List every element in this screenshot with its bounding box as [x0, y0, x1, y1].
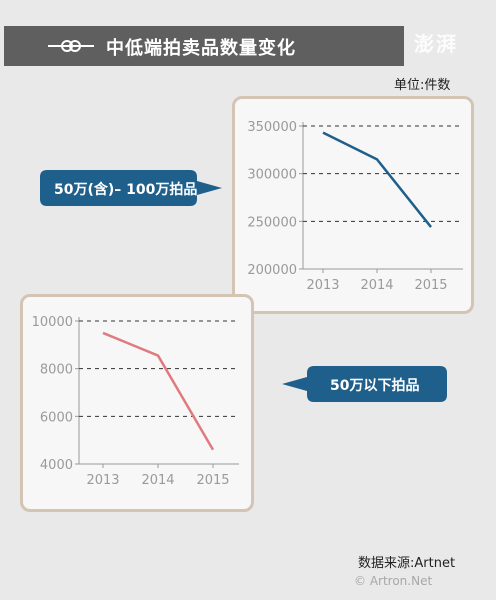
- chain-link-icon: [48, 40, 94, 52]
- watermark-text: © Artron.Net: [354, 574, 433, 588]
- mid-y-tick-label: 300000: [247, 168, 297, 183]
- mid-y-tick-label: 250000: [247, 215, 297, 230]
- chart-panel-mid-price: 350000 300000 250000 200000 2013 2014 2015: [232, 96, 474, 314]
- line-chart-mid-price: 350000 300000 250000 200000 2013 2014 2015: [247, 120, 463, 293]
- low-y-tick-label: 8000: [40, 363, 73, 378]
- low-x-tick-label: 2014: [141, 473, 174, 488]
- callout-low-price-label: 50万以下拍品: [330, 378, 420, 394]
- page-title: 中低端拍卖品数量变化: [106, 38, 296, 59]
- low-y-tick-label: 10000: [32, 315, 73, 330]
- low-series-line: [102, 331, 215, 451]
- chart-panel-low-price: 10000 8000 6000 4000 2013 2014 2015: [20, 294, 254, 512]
- mid-y-tick-label: 350000: [247, 120, 297, 135]
- line-chart-low-price: 10000 8000 6000 4000 2013 2014 2015: [32, 315, 239, 488]
- unit-label: 单位:件数: [394, 78, 451, 93]
- source-label: 数据来源:Artnet: [358, 556, 456, 571]
- brand-logo: 澎湃: [414, 32, 458, 56]
- header-bar: 中低端拍卖品数量变化: [4, 26, 404, 66]
- mid-x-tick-label: 2014: [360, 278, 393, 293]
- callout-arrow-left-shape: [282, 366, 447, 402]
- mid-series-line: [322, 131, 432, 228]
- mid-x-tick-label: 2015: [414, 278, 447, 293]
- mid-y-tick-label: 200000: [247, 263, 297, 278]
- low-x-tick-label: 2015: [196, 473, 229, 488]
- callout-mid-price-label: 50万(含)– 100万拍品: [54, 182, 198, 198]
- low-x-tick-label: 2013: [86, 473, 119, 488]
- mid-x-tick-label: 2013: [306, 278, 339, 293]
- callout-arrow-right-shape: [40, 170, 222, 206]
- low-y-tick-label: 4000: [40, 458, 73, 473]
- low-y-tick-label: 6000: [40, 410, 73, 425]
